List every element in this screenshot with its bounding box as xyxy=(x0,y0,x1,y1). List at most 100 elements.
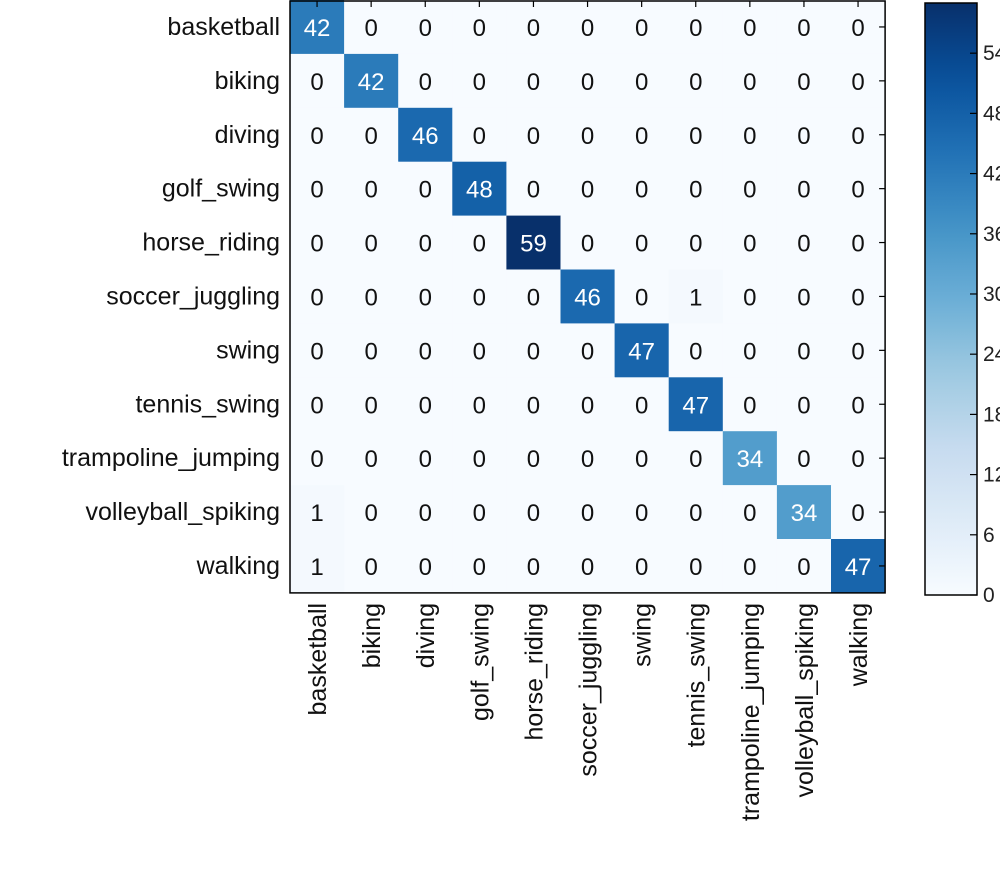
column-label: tennis_swing xyxy=(683,603,711,748)
cell-value-label: 0 xyxy=(364,123,377,150)
heatmap-cell xyxy=(506,377,561,432)
heatmap-cell xyxy=(506,323,561,378)
column-label: biking xyxy=(358,603,386,668)
row-label: diving xyxy=(215,121,280,149)
heatmap-cell xyxy=(398,485,453,540)
cell-value-label: 0 xyxy=(419,554,432,581)
heatmap-cell xyxy=(290,269,345,324)
heatmap-cell xyxy=(831,377,886,432)
cell-value-label: 0 xyxy=(743,15,756,42)
heatmap-cell xyxy=(452,0,507,55)
cell-value-label: 0 xyxy=(797,338,810,365)
cell-value-label: 0 xyxy=(743,231,756,258)
cell-value-label: 0 xyxy=(581,338,594,365)
heatmap-cell xyxy=(776,539,832,594)
heatmap-cell xyxy=(506,431,561,486)
cell-value-label: 0 xyxy=(419,446,432,473)
cell-value-label: 42 xyxy=(358,69,385,96)
cell-value-label: 0 xyxy=(581,446,594,473)
heatmap-cell xyxy=(722,539,778,594)
cell-value-label: 0 xyxy=(689,69,702,96)
column-label: volleyball_spiking xyxy=(791,603,819,798)
cell-value-label: 0 xyxy=(851,284,864,311)
cell-value-label: 0 xyxy=(851,392,864,419)
heatmap-cells xyxy=(290,0,886,594)
cell-value-label: 1 xyxy=(310,500,323,527)
heatmap-cell xyxy=(776,0,832,55)
cell-value-label: 0 xyxy=(419,284,432,311)
cell-value-label: 1 xyxy=(689,284,702,311)
heatmap-cell xyxy=(560,161,615,216)
cell-value-label: 0 xyxy=(527,554,540,581)
heatmap-cell xyxy=(344,107,399,163)
cell-value-label: 0 xyxy=(364,177,377,204)
heatmap-cell xyxy=(831,323,886,378)
cell-value-label: 0 xyxy=(743,392,756,419)
heatmap-cell xyxy=(344,539,399,594)
heatmap-cell xyxy=(776,323,832,378)
cell-value-label: 0 xyxy=(689,123,702,150)
cell-value-label: 0 xyxy=(419,500,432,527)
row-labels: basketball biking diving golf_swing horse_ri… xyxy=(62,13,886,580)
cell-value-label: 0 xyxy=(527,392,540,419)
cell-value-label: 34 xyxy=(736,446,763,473)
heatmap-cell xyxy=(776,107,832,163)
heatmap-cell xyxy=(614,215,670,270)
cell-value-label: 46 xyxy=(574,284,601,311)
heatmap-cell xyxy=(614,0,670,55)
cell-value-label: 0 xyxy=(743,338,756,365)
heatmap-cell xyxy=(290,485,345,540)
cell-value-label: 0 xyxy=(689,338,702,365)
column-label: swing xyxy=(629,603,657,667)
row-label: basketball xyxy=(167,13,280,41)
colorbar-tick-label: 48 xyxy=(983,102,1000,125)
cell-value-label: 46 xyxy=(412,123,439,150)
heatmap-cell xyxy=(722,161,778,216)
cell-value-label: 0 xyxy=(689,554,702,581)
cell-value-label: 0 xyxy=(310,123,323,150)
heatmap-cell xyxy=(831,107,886,163)
heatmap-cell xyxy=(344,485,399,540)
row-label: walking xyxy=(196,552,280,580)
heatmap-cell xyxy=(831,0,886,55)
cell-value-label: 0 xyxy=(310,231,323,258)
cell-value-label: 0 xyxy=(851,123,864,150)
colorbar-tick-label: 42 xyxy=(983,163,1000,186)
heatmap-cell xyxy=(398,377,453,432)
heatmap-cell xyxy=(398,269,453,324)
heatmap-cell xyxy=(668,485,724,540)
cell-value-label: 0 xyxy=(473,69,486,96)
colorbar-tick-label: 12 xyxy=(983,464,1000,487)
heatmap-cell xyxy=(831,485,886,540)
heatmap-cell xyxy=(614,485,670,540)
heatmap-cell xyxy=(776,269,832,324)
cell-value-label: 48 xyxy=(466,177,493,204)
cell-value-label: 0 xyxy=(635,392,648,419)
cell-value-label: 0 xyxy=(473,338,486,365)
heatmap-cell xyxy=(506,107,561,163)
heatmap-cell xyxy=(560,215,615,270)
heatmap-cell xyxy=(398,0,453,55)
cell-value-label: 0 xyxy=(527,69,540,96)
heatmap-cell xyxy=(344,323,399,378)
cell-value-label: 0 xyxy=(797,446,810,473)
heatmap-cell xyxy=(452,323,507,378)
cell-value-label: 0 xyxy=(851,69,864,96)
heatmap-cell xyxy=(290,539,345,594)
cell-value-label: 0 xyxy=(527,123,540,150)
cell-value-label: 0 xyxy=(581,123,594,150)
cell-value-label: 0 xyxy=(581,69,594,96)
heatmap-cell xyxy=(290,107,345,163)
cell-value-label: 0 xyxy=(419,15,432,42)
heatmap-cell xyxy=(398,53,453,109)
cell-value-label: 0 xyxy=(419,338,432,365)
heatmap-cell xyxy=(560,485,615,540)
cell-value-label: 0 xyxy=(743,554,756,581)
colorbar-tick-label: 24 xyxy=(983,343,1000,366)
cell-value-label: 0 xyxy=(635,500,648,527)
cell-value-label: 0 xyxy=(635,554,648,581)
cell-value-label: 0 xyxy=(473,231,486,258)
cell-value-label: 0 xyxy=(527,15,540,42)
cell-value-label: 0 xyxy=(364,284,377,311)
heatmap-cell xyxy=(560,323,615,378)
